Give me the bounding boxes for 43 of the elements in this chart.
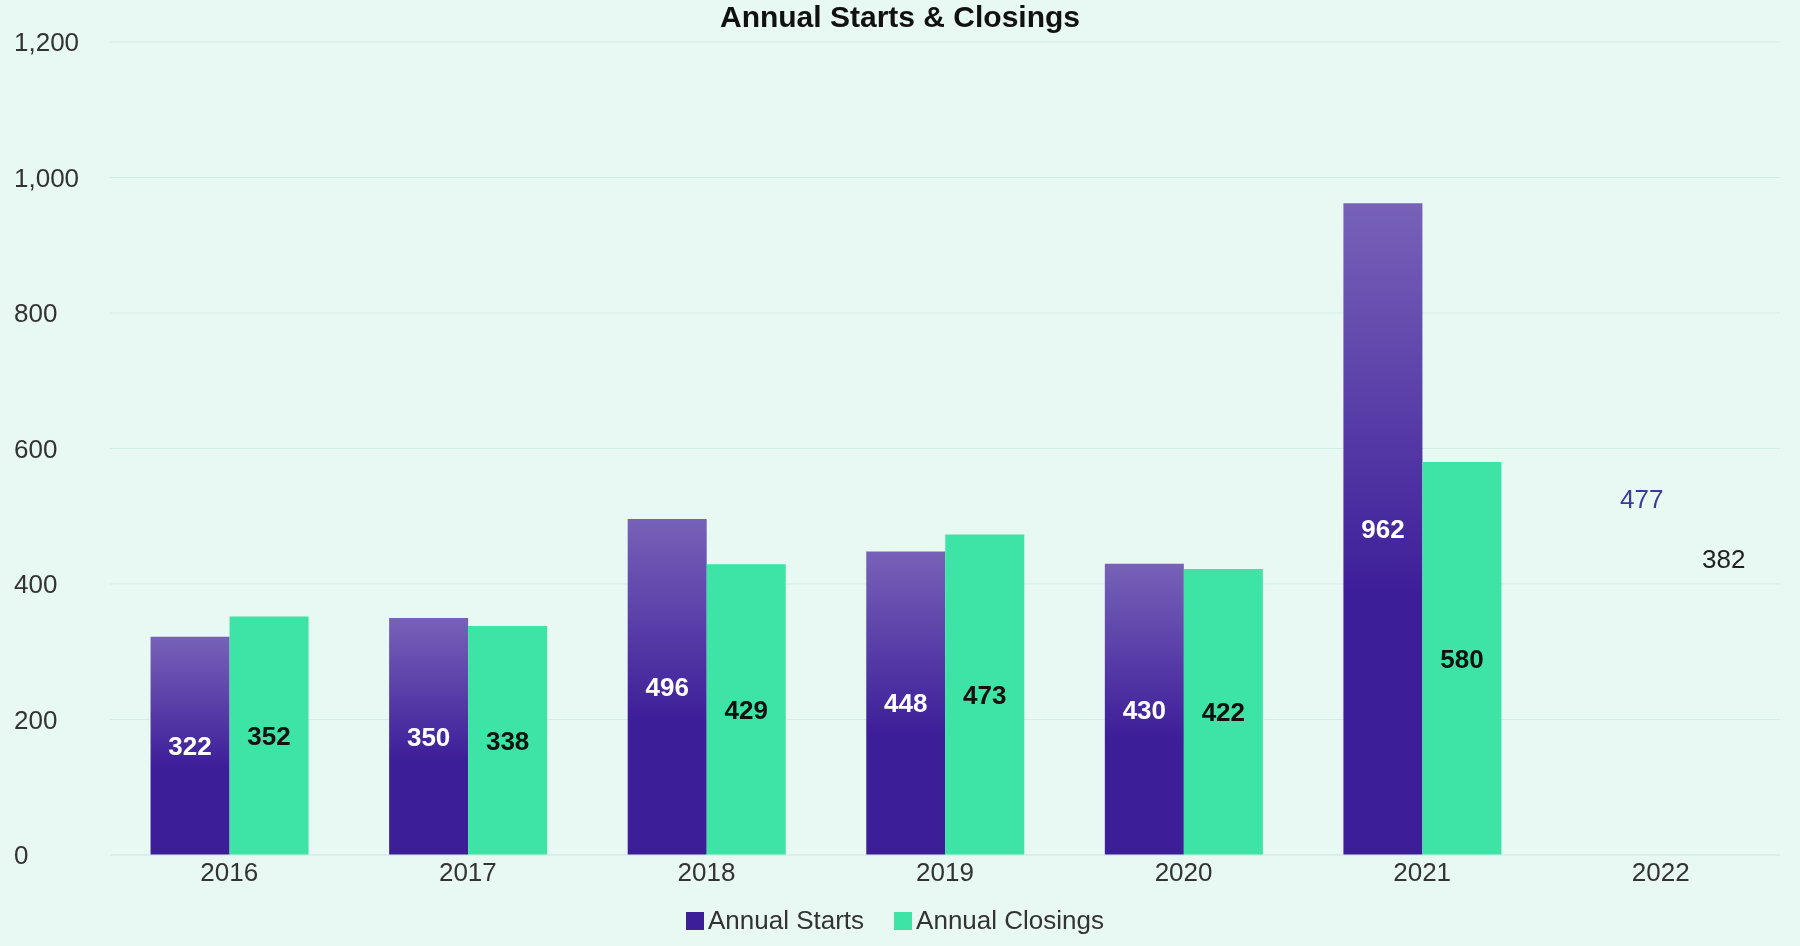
chart-title: Annual Starts & Closings: [719, 0, 1081, 33]
bar: [627, 518, 707, 855]
x-tick-label: 2019: [916, 857, 974, 888]
bar: [1422, 462, 1502, 855]
y-tick-label: 1,000: [14, 162, 80, 193]
data-label: 580: [1440, 643, 1484, 674]
bar: [1104, 563, 1184, 855]
y-tick-label: 1,200: [14, 27, 80, 58]
data-label: 473: [963, 680, 1007, 710]
data-label: 962: [1361, 514, 1405, 545]
data-label: 430: [1122, 694, 1167, 725]
y-tick-label: 0: [14, 840, 29, 871]
data-label: 338: [485, 725, 530, 756]
x-tick-label: 2016: [200, 857, 259, 888]
y-tick-label: 200: [14, 704, 58, 735]
legend-label: Annual Starts: [707, 905, 865, 936]
bar: [945, 534, 1025, 855]
data-label: 350: [406, 721, 451, 752]
bar: [150, 636, 230, 855]
data-label: 429: [724, 694, 768, 725]
bar: [866, 551, 946, 855]
bar: [468, 626, 548, 855]
x-tick-label: 2021: [1393, 857, 1452, 888]
annotation: 477: [1620, 484, 1664, 515]
bar: [389, 617, 469, 855]
data-label: 496: [645, 672, 689, 703]
y-tick-label: 800: [14, 298, 58, 329]
x-tick-label: 2018: [677, 857, 736, 888]
data-label: 352: [247, 720, 291, 751]
annotation: 382: [1702, 544, 1746, 575]
data-label: 322: [168, 731, 212, 762]
y-tick-label: 400: [14, 569, 58, 600]
x-tick-label: 2020: [1154, 857, 1213, 888]
bar: [706, 564, 786, 855]
data-label: 422: [1201, 697, 1246, 728]
x-tick-label: 2022: [1631, 857, 1690, 888]
y-tick-label: 600: [14, 433, 58, 464]
x-tick-label: 2017: [438, 857, 497, 888]
bar: [1343, 203, 1423, 855]
data-label: 448: [884, 688, 928, 719]
legend-label: Annual Closings: [915, 905, 1104, 936]
bar: [229, 616, 309, 855]
bar: [1183, 569, 1263, 855]
